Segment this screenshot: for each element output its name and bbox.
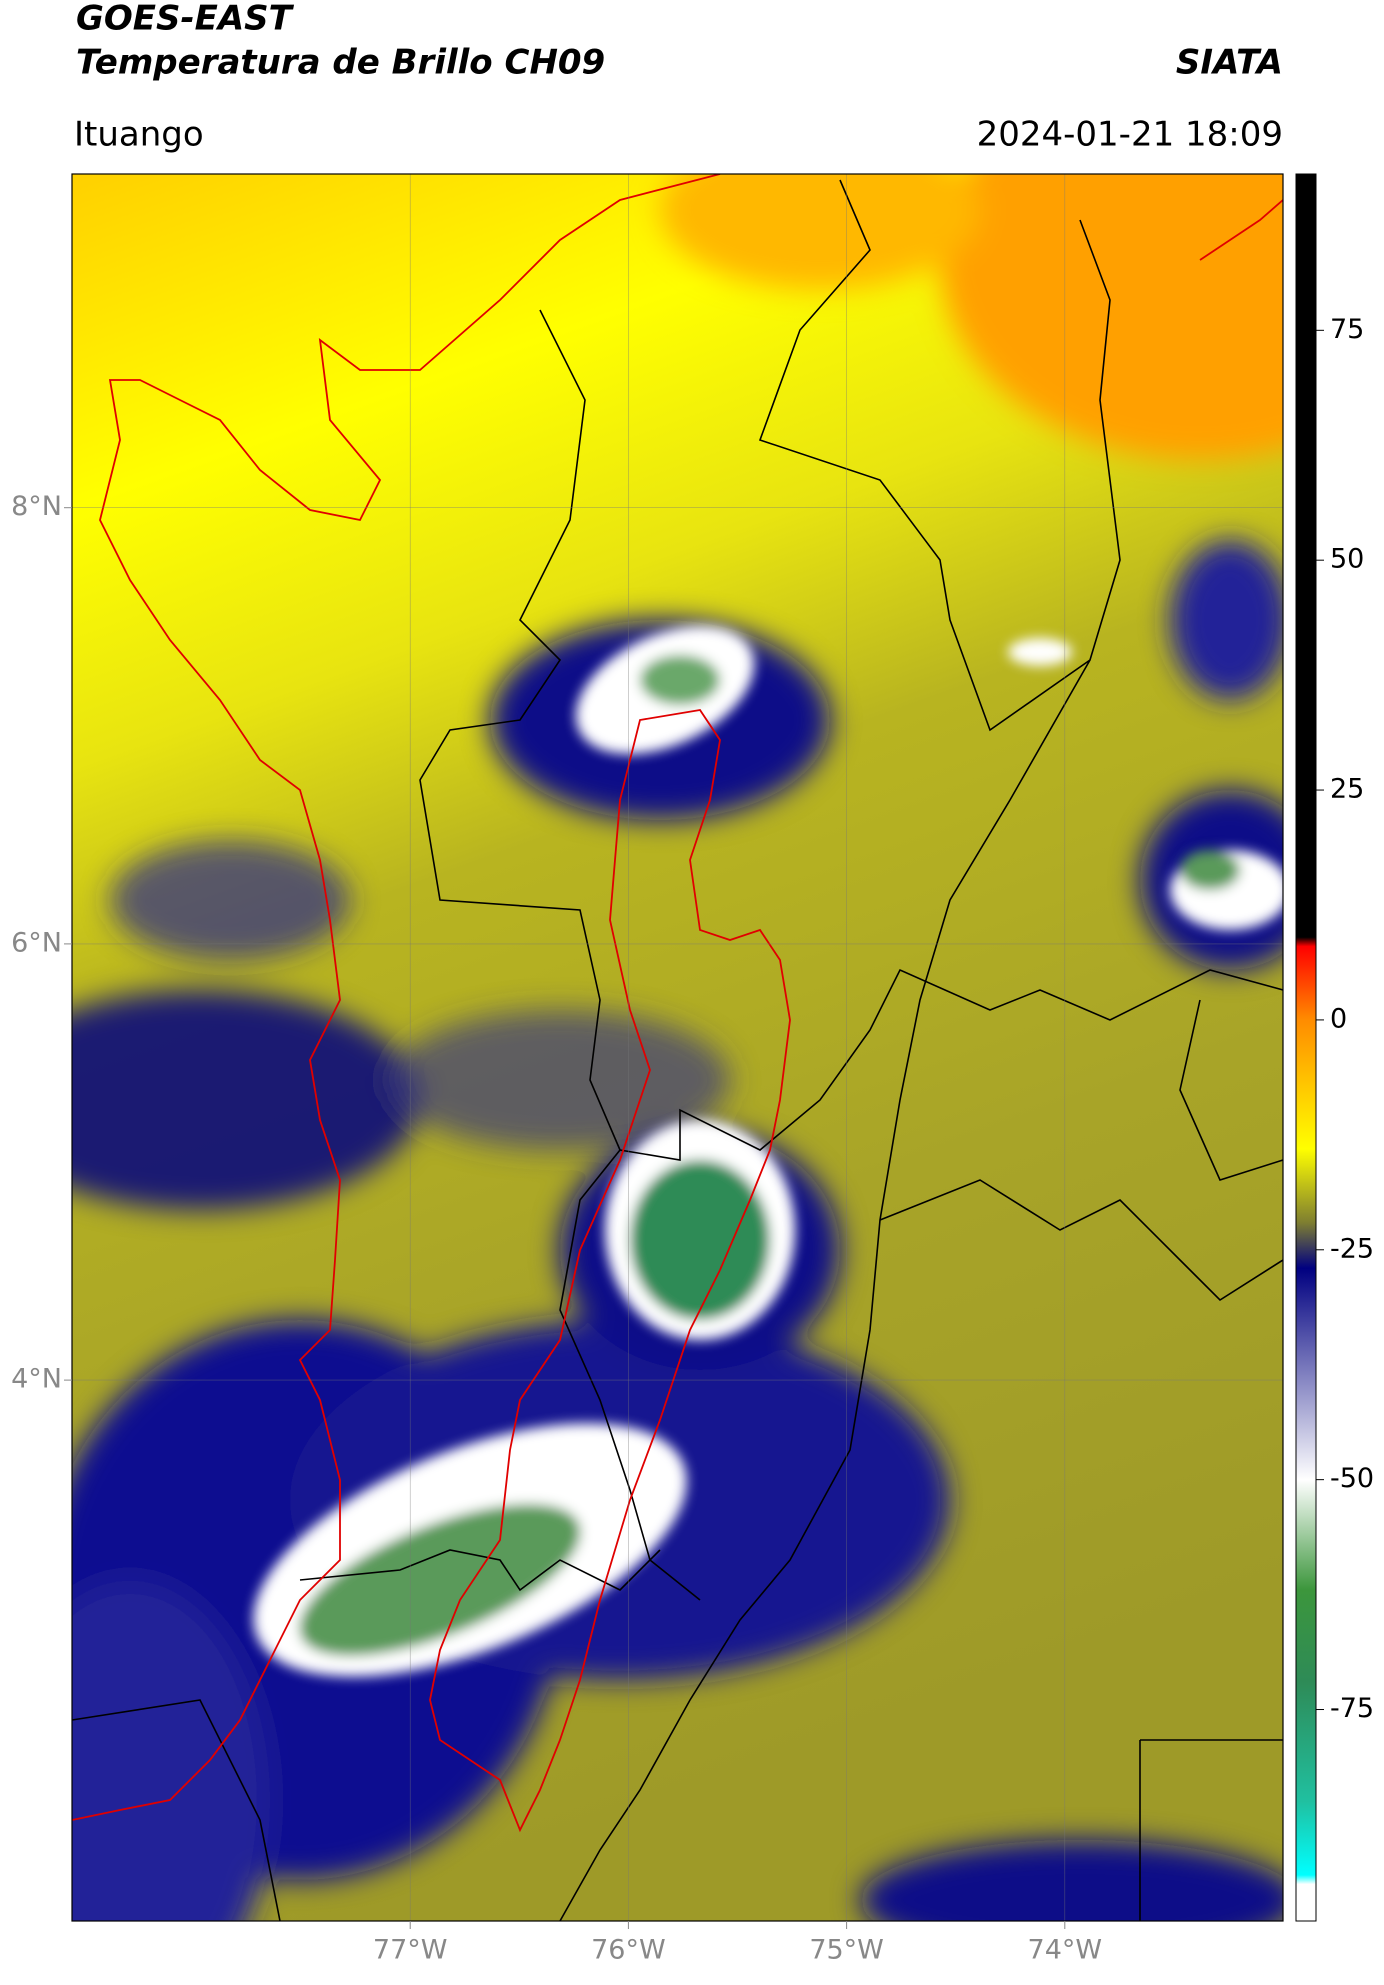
map-image xyxy=(72,174,1283,1921)
colorbar-tick-label: -75 xyxy=(1330,1693,1374,1724)
y-tick-label: 6°N xyxy=(11,927,62,958)
colorbar xyxy=(1295,173,1317,1922)
x-tick-label: 74°W xyxy=(1028,1935,1103,1966)
cloud-cores xyxy=(253,625,1283,1677)
colorbar-tick-label: 25 xyxy=(1330,774,1364,805)
subtitle: Temperatura de Brillo CH09 xyxy=(76,43,605,83)
x-tick-label: 76°W xyxy=(591,1935,666,1966)
colorbar-tick-label: 50 xyxy=(1330,544,1364,575)
datetime: 2024-01-21 18:09 xyxy=(977,115,1283,155)
y-tick-label: 8°N xyxy=(11,491,62,522)
colorbar-tick-label: -50 xyxy=(1330,1463,1374,1494)
colorbar-tick-label: -25 xyxy=(1330,1233,1374,1264)
boundaries xyxy=(72,179,1283,1921)
title: GOES-EAST xyxy=(76,0,295,39)
coastline xyxy=(72,174,1283,1833)
grid xyxy=(72,174,1283,1921)
x-tick-label: 75°W xyxy=(809,1935,884,1966)
y-tick-label: 4°N xyxy=(11,1364,62,1395)
ticks: 77°W 76°W 75°W 74°W 8°N 6°N 4°N 75 50 25 0 -25 -50 -7… xyxy=(11,314,1374,1966)
colorbar-tick-label: 0 xyxy=(1330,1003,1347,1034)
colorbar-tick-label: 75 xyxy=(1330,314,1364,345)
source: SIATA xyxy=(1176,43,1283,83)
x-tick-label: 77°W xyxy=(373,1935,448,1966)
map-frame xyxy=(71,173,1284,1922)
location: Ituango xyxy=(74,115,204,155)
